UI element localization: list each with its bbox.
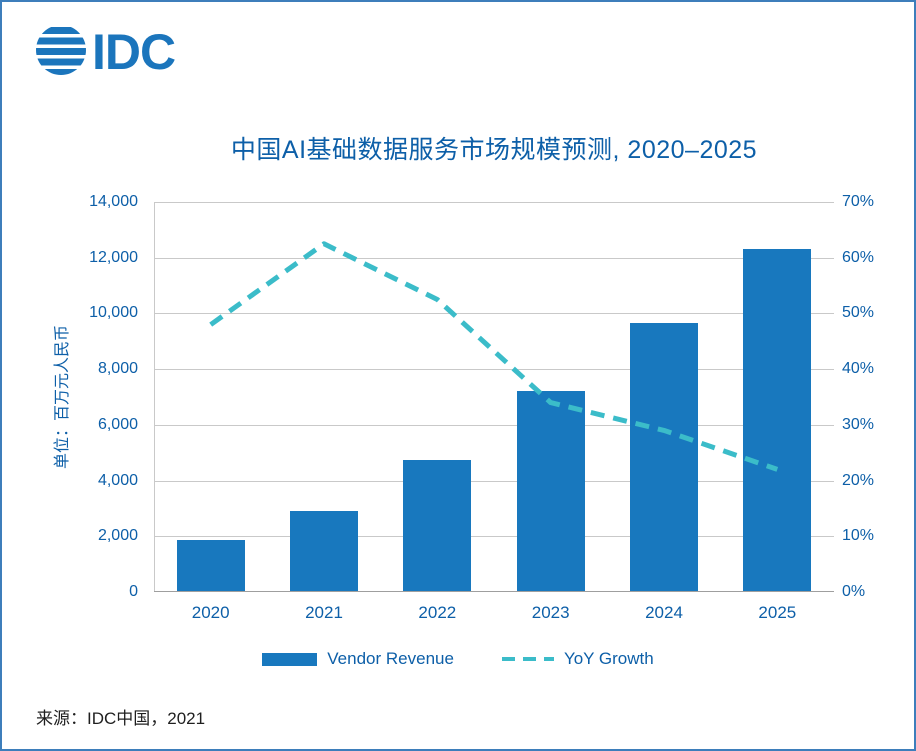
- left-axis-tick: 4,000: [97, 471, 138, 489]
- left-axis-ticks: 0 2,000 4,000 6,000 8,000 10,000 12,000 14,000: [2, 193, 144, 600]
- revenue-bar-2020: [176, 540, 245, 592]
- x-axis-tick: 2022: [418, 603, 457, 622]
- idc-logo-graphic: IDC: [36, 24, 176, 80]
- legend-label-revenue: Vendor Revenue: [327, 649, 454, 668]
- gridline: [154, 480, 834, 482]
- x-axis-tick: 2023: [531, 603, 570, 622]
- left-axis-tick: 14,000: [89, 193, 138, 210]
- right-axis-tick: 10%: [842, 527, 875, 545]
- left-axis-tick: 10,000: [89, 304, 138, 322]
- x-axis-tick: 2024: [645, 603, 683, 622]
- x-axis-ticks: 2020 2021 2022 2023 2024 2025: [154, 603, 834, 625]
- x-axis-tick: 2025: [758, 603, 797, 622]
- legend: Vendor Revenue YoY Growth: [2, 646, 914, 672]
- revenue-bar-2023: [516, 391, 585, 592]
- idc-logo: IDC: [34, 20, 184, 83]
- revenue-bar-2021: [290, 511, 358, 592]
- idc-globe-icon: [36, 27, 86, 75]
- right-axis-tick: 30%: [842, 415, 875, 433]
- gridline: [154, 202, 834, 203]
- yoy-growth-line: [209, 241, 779, 472]
- chart-title: 中国AI基础数据服务市场规模预测, 2020–2025: [230, 136, 758, 164]
- left-axis-tick: 8,000: [97, 360, 138, 378]
- legend-item-growth: YoY Growth: [501, 649, 654, 669]
- revenue-bar-2024: [630, 323, 698, 592]
- right-axis-tick: 0%: [842, 583, 866, 600]
- revenue-bar-2025: [743, 249, 812, 592]
- right-axis-tick: 70%: [842, 193, 875, 210]
- gridline: [154, 424, 834, 426]
- left-axis-tick: 2,000: [97, 527, 138, 545]
- x-axis-line: [154, 591, 834, 592]
- revenue-bar-2022: [403, 459, 472, 592]
- left-axis-tick: 0: [129, 583, 138, 600]
- gridline: [154, 313, 834, 315]
- gridline: [154, 536, 834, 538]
- legend-item-revenue: Vendor Revenue: [262, 649, 454, 669]
- x-axis-tick: 2021: [305, 603, 343, 622]
- idc-logo-text: IDC: [92, 24, 175, 78]
- x-axis-tick: 2020: [191, 603, 230, 622]
- right-axis-tick: 40%: [842, 360, 875, 378]
- right-axis-tick: 20%: [842, 471, 875, 489]
- right-axis-ticks: 0% 10% 20% 30% 40% 50% 60% 70%: [842, 193, 912, 600]
- right-axis-tick: 60%: [842, 248, 875, 266]
- source-text: 来源：IDC中国，2021: [36, 709, 206, 728]
- left-axis-tick: 12,000: [89, 248, 138, 266]
- legend-label-growth: YoY Growth: [563, 649, 654, 668]
- growth-swatch: [501, 657, 554, 661]
- gridline: [154, 369, 834, 371]
- plot-area: [154, 202, 834, 592]
- right-axis-tick: 50%: [842, 304, 875, 322]
- gridline: [154, 257, 834, 259]
- revenue-swatch: [262, 652, 318, 666]
- left-axis-line: [154, 202, 155, 592]
- left-axis-tick: 6,000: [97, 415, 138, 433]
